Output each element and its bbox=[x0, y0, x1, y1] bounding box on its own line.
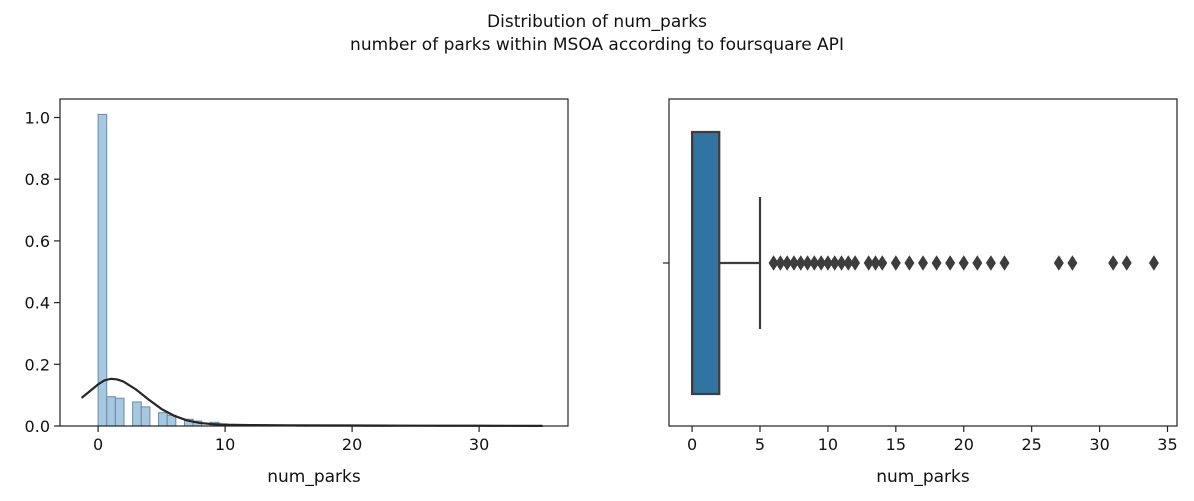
boxplot-outlier-23 bbox=[985, 255, 996, 271]
histogram-bar-1 bbox=[106, 396, 116, 427]
histogram-y-tick-label: 0.2 bbox=[25, 355, 50, 374]
boxplot-outlier-1 bbox=[775, 255, 786, 271]
figure-title: Distribution of num_parks bbox=[487, 12, 707, 32]
histogram-y-tick-label: 0.0 bbox=[25, 417, 50, 436]
histogram-x-axis-label: num_parks bbox=[267, 467, 361, 487]
histogram-y-tick-label: 0.8 bbox=[25, 170, 50, 189]
histogram-bar-2 bbox=[114, 397, 125, 427]
histogram-panel: 0 10 20 30 0.0 0.2 0.4 0.6 0.8 1.0 num_parks bbox=[25, 98, 569, 487]
boxplot-x-tick-label: 5 bbox=[755, 435, 765, 454]
histogram-x-tick-label: 10 bbox=[215, 435, 235, 454]
boxplot-outlier-21 bbox=[958, 255, 969, 271]
histogram-bar-3 bbox=[132, 401, 142, 427]
boxplot-outlier-24 bbox=[999, 255, 1010, 271]
boxplot-outlier-0 bbox=[768, 255, 779, 271]
histogram-x-tick-label: 20 bbox=[342, 435, 362, 454]
boxplot-outlier-3 bbox=[788, 255, 799, 271]
boxplot-x-tick-label: 35 bbox=[1157, 435, 1177, 454]
boxplot-outlier-19 bbox=[931, 255, 942, 271]
boxplot-outlier-15 bbox=[877, 255, 888, 271]
boxplot-x-tick-label: 25 bbox=[1021, 435, 1041, 454]
figure-subtitle: number of parks within MSOA according to… bbox=[350, 35, 844, 55]
boxplot-outlier-27 bbox=[1108, 255, 1119, 271]
boxplot-outlier-7 bbox=[816, 255, 827, 271]
histogram-y-tick-label: 0.6 bbox=[25, 232, 50, 251]
boxplot-outlier-22 bbox=[972, 255, 983, 271]
boxplot-outlier-8 bbox=[822, 255, 833, 271]
boxplot-outlier-17 bbox=[904, 255, 915, 271]
boxplot-outlier-20 bbox=[945, 255, 956, 271]
boxplot-outlier-14 bbox=[870, 255, 881, 271]
boxplot-outlier-28 bbox=[1121, 255, 1132, 271]
boxplot-x-tick-label: 15 bbox=[886, 435, 906, 454]
boxplot-x-tick-label: 30 bbox=[1089, 435, 1109, 454]
boxplot-outlier-9 bbox=[829, 255, 840, 271]
histogram-frame bbox=[59, 98, 569, 427]
boxplot-outlier-11 bbox=[843, 255, 854, 271]
boxplot-x-tick-label: 10 bbox=[818, 435, 838, 454]
boxplot-outlier-12 bbox=[850, 255, 861, 271]
histogram-x-tick-label: 0 bbox=[93, 435, 103, 454]
boxplot-panel: 0 5 10 15 20 25 30 35 num_parks bbox=[663, 98, 1178, 487]
boxplot-outlier-2 bbox=[782, 255, 793, 271]
histogram-y-tick-label: 1.0 bbox=[25, 109, 50, 128]
boxplot-outlier-26 bbox=[1067, 255, 1078, 271]
boxplot-outlier-16 bbox=[890, 255, 901, 271]
boxplot-outlier-5 bbox=[802, 255, 813, 271]
boxplot-outlier-13 bbox=[863, 255, 874, 271]
kde-curve bbox=[80, 377, 543, 427]
boxplot-outlier-18 bbox=[918, 255, 928, 271]
boxplot-outlier-6 bbox=[809, 255, 820, 271]
boxplot-x-tick-label: 0 bbox=[687, 435, 697, 454]
boxplot-outlier-25 bbox=[1053, 255, 1064, 271]
boxplot-x-axis-label: num_parks bbox=[876, 467, 970, 487]
histogram-bar-4 bbox=[140, 406, 151, 427]
histogram-y-tick-label: 0.4 bbox=[25, 294, 50, 313]
boxplot-outlier-29 bbox=[1148, 255, 1159, 271]
boxplot-box bbox=[690, 130, 721, 396]
boxplot-outlier-4 bbox=[795, 255, 806, 271]
boxplot-x-tick-label: 20 bbox=[954, 435, 974, 454]
histogram-x-tick-label: 30 bbox=[469, 435, 489, 454]
histogram-bar-5 bbox=[158, 412, 168, 427]
boxplot-outlier-10 bbox=[836, 255, 847, 271]
